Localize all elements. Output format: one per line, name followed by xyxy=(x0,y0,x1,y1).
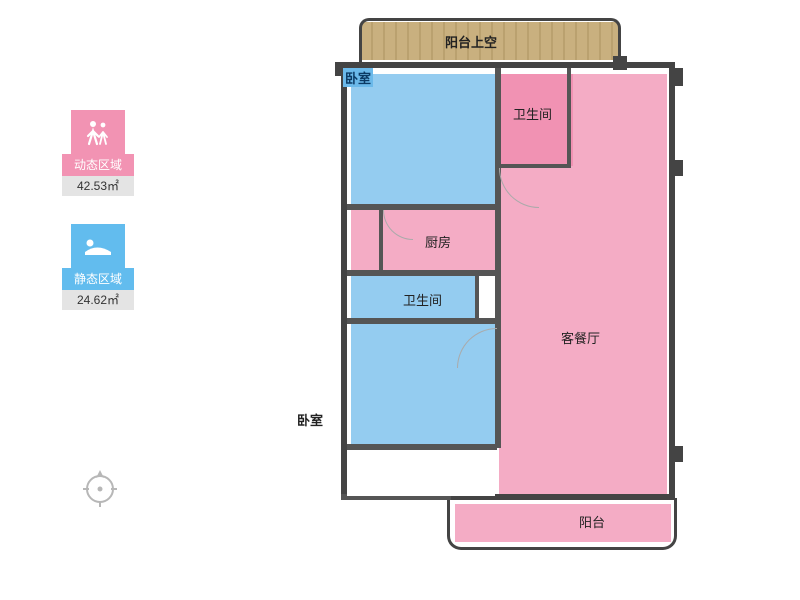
pillar-right-top xyxy=(669,68,683,86)
pillar-top-inner xyxy=(613,56,627,70)
legend-dynamic-title: 动态区域 xyxy=(62,154,134,176)
legend-static-title: 静态区域 xyxy=(62,268,134,290)
label-balcony-bot: 阳台 xyxy=(579,512,605,531)
legend-static-value: 24.62㎡ xyxy=(62,290,134,310)
label-bedroom-top: 卧室 xyxy=(343,68,373,87)
label-living: 客餐厅 xyxy=(561,328,600,347)
people-icon xyxy=(71,110,125,154)
wall-bathroom-mid-v xyxy=(475,276,479,320)
legend-dynamic-value: 42.53㎡ xyxy=(62,176,134,196)
legend-static: 静态区域 24.62㎡ xyxy=(62,224,134,310)
pillar-right-mid xyxy=(669,160,683,176)
compass-icon xyxy=(78,465,122,509)
label-bathroom-mid: 卫生间 xyxy=(403,290,442,309)
legend-dynamic: 动态区域 42.53㎡ xyxy=(62,110,134,196)
wall-bedroom-top-h xyxy=(347,204,497,210)
sleep-icon xyxy=(71,224,125,268)
wall-bathroom-top-v xyxy=(567,68,571,168)
wall-v-center xyxy=(495,68,501,448)
label-bathroom-top: 卫生间 xyxy=(513,104,552,123)
legend-panel: 动态区域 42.53㎡ 静态区域 24.62㎡ xyxy=(62,110,134,338)
wall-kitchen-v xyxy=(379,210,383,270)
zone-bedroom-top xyxy=(351,74,497,204)
floor-plan: 阳台上空 卧室 卫生间 厨房 卫生间 客餐厅 卧室 阳台 xyxy=(335,12,690,572)
label-bedroom-bot: 卧室 xyxy=(297,410,323,429)
wall-bedroom-bot-h xyxy=(347,444,497,450)
label-kitchen: 厨房 xyxy=(425,232,451,251)
balcony-bottom-fill xyxy=(453,500,671,504)
bottom-left-fill xyxy=(347,452,495,496)
label-balcony-top: 阳台上空 xyxy=(445,32,497,51)
balcony-bottom-outline xyxy=(447,498,677,550)
pillar-right-low xyxy=(669,446,683,462)
